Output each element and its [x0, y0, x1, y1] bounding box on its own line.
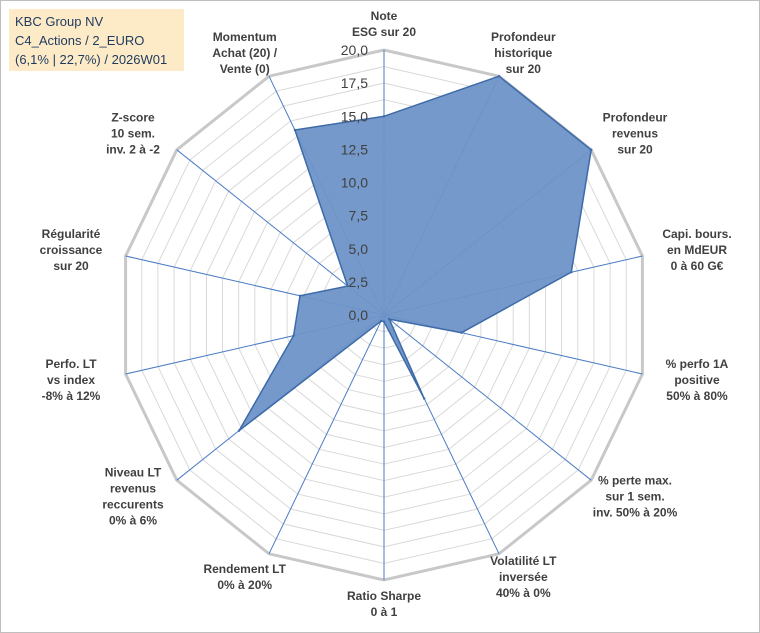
- tick-label: 2,5: [349, 274, 369, 290]
- data-point: [570, 271, 573, 274]
- axis-label: revenus: [110, 481, 156, 495]
- axis-label: inversée: [499, 570, 548, 584]
- tick-label: 12,5: [341, 141, 368, 157]
- series-area: [238, 75, 593, 432]
- axis-label: 40% à 0%: [496, 586, 551, 600]
- radar-axis-labels: Note ESG sur 20 Profondeur historique sur 20…: [40, 9, 732, 619]
- data-point: [460, 331, 463, 334]
- tick-label: 5,0: [349, 241, 369, 257]
- tick-label: 17,5: [341, 75, 368, 91]
- axis-label: Achat (20) /: [212, 46, 277, 60]
- radar-series: [237, 75, 593, 432]
- tick-label: 0,0: [349, 307, 369, 323]
- period-label: (6,1% | 22,7%) / 2026W01: [15, 52, 168, 67]
- axis-label: 0% à 6%: [109, 513, 157, 527]
- data-point: [423, 397, 426, 400]
- axis-spoke: [383, 314, 592, 481]
- axis-label: Régularité: [42, 227, 101, 241]
- axis-label: revenus: [612, 127, 658, 141]
- axis-spoke: [268, 314, 385, 555]
- axis-label: 10 sem.: [111, 127, 155, 141]
- axis-label: Volatilité LT: [490, 554, 557, 568]
- data-point: [346, 284, 349, 288]
- axis-label: Ratio Sharpe: [347, 589, 421, 603]
- header-box: KBC Group NV C4_Actions / 2_EURO (6,1% |…: [9, 9, 184, 71]
- axis-label: 50% à 80%: [666, 389, 728, 403]
- axis-label: -8% à 12%: [42, 389, 101, 403]
- data-point: [388, 317, 391, 321]
- axis-label: Profondeur: [491, 30, 556, 44]
- axis-label: Note: [371, 9, 398, 23]
- data-point: [292, 334, 295, 337]
- axis-label: sur 20: [617, 143, 653, 157]
- tick-label: 10,0: [341, 175, 368, 191]
- axis-label: Rendement LT: [203, 562, 286, 576]
- company-name: KBC Group NV: [15, 14, 104, 29]
- axis-label: sur 1 sem.: [605, 489, 664, 503]
- axis-label: % perfo 1A: [666, 357, 729, 371]
- axis-label: 0 à 1: [371, 605, 398, 619]
- axis-label: Profondeur: [603, 111, 668, 125]
- data-point: [293, 128, 297, 132]
- tick-label: 20,0: [341, 42, 368, 58]
- category-label: C4_Actions / 2_EURO: [15, 33, 145, 48]
- axis-label: positive: [674, 373, 720, 387]
- data-point: [382, 320, 386, 323]
- axis-label: sur 20: [53, 259, 89, 273]
- axis-label: vs index: [47, 373, 95, 387]
- axis-label: % perte max.: [598, 473, 672, 487]
- axis-label: Niveau LT: [105, 465, 162, 479]
- axis-label: historique: [494, 46, 552, 60]
- axis-label: Vente (0): [220, 62, 270, 76]
- axis-label: 0 à 60 G€: [671, 259, 724, 273]
- tick-label: 15,0: [341, 108, 368, 124]
- tick-label: 7,5: [349, 208, 369, 224]
- axis-label: croissance: [40, 243, 103, 257]
- axis-label: sur 20: [506, 62, 542, 76]
- axis-label: reccurents: [102, 497, 164, 511]
- axis-label: inv. 2 à -2: [106, 143, 160, 157]
- axis-label: Capi. bours.: [662, 227, 731, 241]
- data-point: [497, 75, 501, 78]
- data-point: [379, 319, 383, 323]
- axis-label: inv. 50% à 20%: [593, 505, 678, 519]
- data-point: [298, 294, 302, 297]
- axis-label: ESG sur 20: [352, 25, 416, 39]
- axis-label: Z-score: [111, 111, 155, 125]
- axis-label: Momentum: [213, 30, 277, 44]
- axis-label: en MdEUR: [667, 243, 727, 257]
- data-point: [590, 148, 593, 151]
- data-point: [237, 429, 241, 432]
- axis-label: Perfo. LT: [45, 357, 97, 371]
- axis-label: 0% à 20%: [217, 578, 272, 592]
- data-point: [382, 115, 386, 118]
- radar-tick-labels: 0,0 2,5 5,0 7,5 10,0 12,5 15,0 17,5 20,0: [341, 42, 368, 323]
